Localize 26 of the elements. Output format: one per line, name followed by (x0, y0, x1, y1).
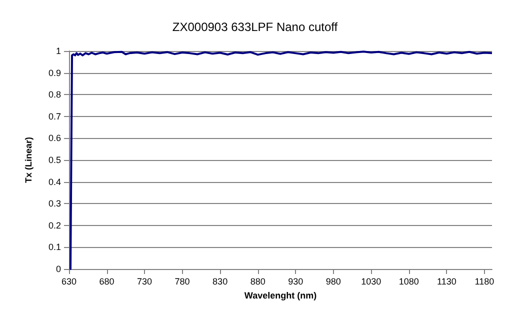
x-tick-label: 680 (99, 276, 114, 286)
x-tick-label: 630 (61, 276, 77, 286)
x-tick-label: 1130 (437, 276, 456, 286)
y-tick-label: 0.7 (48, 111, 61, 122)
y-tick-label: 0.5 (48, 155, 61, 165)
x-tick-label: 1030 (361, 276, 382, 286)
x-tick-label: 830 (212, 276, 228, 286)
y-tick-label: 0.3 (48, 198, 61, 209)
x-tick-label: 780 (174, 276, 190, 286)
x-tick-label: 1080 (398, 276, 419, 286)
x-tick-label: 980 (326, 276, 341, 286)
y-tick-label: 0.8 (48, 90, 61, 100)
y-axis-title: Tx (Linear) (24, 136, 34, 184)
x-tick-label: 930 (288, 276, 304, 286)
y-tick-label: 0.6 (48, 133, 61, 144)
x-axis-title: Wavelenght (nm) (244, 290, 317, 300)
y-tick-label: 0.2 (48, 220, 61, 230)
y-tick-label: 0.4 (48, 176, 61, 187)
y-tick-label: 0 (56, 264, 61, 274)
x-tick-label: 880 (250, 276, 266, 286)
y-tick-label: 0.9 (48, 68, 61, 78)
x-tick-label: 730 (137, 276, 152, 286)
y-tick-label: 1 (56, 46, 61, 56)
x-tick-label: 1180 (474, 276, 494, 286)
chart-title: ZX000903 633LPF Nano cutoff (172, 20, 338, 34)
y-tick-label: 0.1 (48, 242, 61, 252)
